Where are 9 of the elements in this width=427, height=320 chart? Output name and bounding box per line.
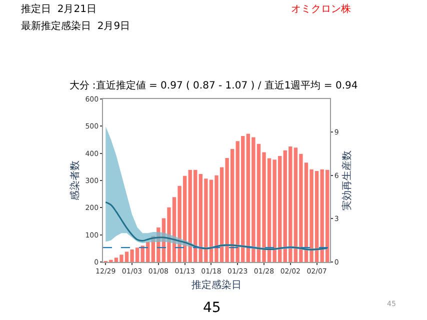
chart-title: 大分 :直近推定値 = 0.97 ( 0.87 - 1.07 ) / 直近1週平均 = 0.94 bbox=[69, 80, 358, 92]
y-axis-title: 感染者数 bbox=[69, 160, 82, 200]
line-series bbox=[104, 201, 328, 250]
text: 推定日 2月21日 bbox=[21, 3, 96, 15]
x-axis-title: 推定感染日 bbox=[192, 278, 242, 291]
text: 最新推定感染日 2月9日 bbox=[21, 20, 130, 32]
text: オミクロン株 bbox=[291, 3, 351, 15]
text: 45 bbox=[203, 300, 221, 316]
y2-axis-title: 実効再生産数 bbox=[340, 150, 353, 210]
